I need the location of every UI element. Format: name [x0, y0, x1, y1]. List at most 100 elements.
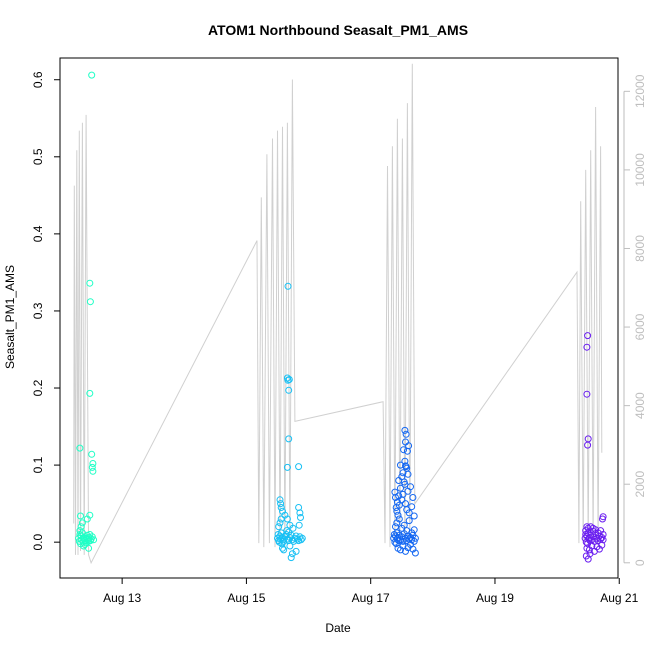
secondary-y-tick-label: 10000 — [633, 153, 647, 187]
data-point — [86, 511, 94, 519]
data-point — [295, 463, 303, 471]
data-point — [399, 490, 407, 498]
data-point — [88, 71, 96, 79]
plot-frame — [59, 57, 619, 579]
data-point — [286, 542, 294, 550]
data-point — [402, 430, 410, 438]
chart-title: ATOM1 Northbound Seasalt_PM1_AMS — [208, 22, 468, 38]
data-point — [77, 512, 84, 520]
data-point — [288, 550, 296, 558]
data-point — [410, 512, 418, 520]
data-point — [393, 507, 401, 515]
secondary-y-tick-label: 4000 — [633, 392, 647, 419]
data-point — [90, 536, 98, 544]
data-point — [599, 531, 607, 538]
data-point — [88, 463, 96, 471]
data-point — [411, 549, 419, 557]
data-point — [86, 279, 94, 287]
altitude-profile — [73, 63, 603, 565]
y-tick-label: 0.1 — [31, 456, 45, 473]
data-point — [400, 446, 408, 454]
data-point — [395, 515, 403, 523]
data-point — [283, 463, 291, 471]
data-point — [297, 536, 305, 544]
data-point — [78, 519, 86, 527]
data-point — [398, 473, 406, 481]
secondary-y-tick-label: 0 — [633, 559, 647, 566]
data-point — [584, 332, 592, 340]
data-point — [280, 546, 288, 554]
y-tick-label: 0.5 — [31, 148, 45, 165]
data-point — [391, 488, 399, 496]
data-point — [77, 523, 85, 531]
data-point — [86, 298, 94, 306]
y-tick-label: 0.6 — [31, 71, 45, 88]
secondary-y-tick-label: 12000 — [633, 74, 647, 108]
data-point — [279, 544, 286, 552]
data-point — [397, 484, 404, 492]
altitude-line — [73, 63, 603, 565]
data-point — [297, 514, 304, 521]
secondary-y-tick-label: 2000 — [633, 471, 647, 498]
data-point — [589, 524, 597, 532]
data-point — [86, 389, 94, 397]
data-point — [599, 513, 607, 521]
data-point — [295, 521, 303, 529]
data-point — [405, 509, 413, 517]
data-point — [76, 444, 84, 452]
data-point — [586, 550, 594, 558]
data-point — [401, 426, 409, 434]
secondary-y-tick-label: 6000 — [633, 313, 647, 340]
data-point — [76, 527, 84, 535]
x-tick-label: Aug 13 — [103, 591, 141, 605]
data-point — [285, 376, 293, 383]
y-tick-label: 0.0 — [31, 533, 45, 550]
data-point — [276, 519, 284, 527]
y-tick-label: 0.4 — [31, 225, 45, 242]
data-point — [583, 390, 591, 398]
data-point — [408, 503, 416, 511]
data-point — [285, 435, 293, 443]
data-point — [284, 282, 292, 290]
secondary-y-tick-label: 8000 — [633, 235, 647, 262]
data-point — [283, 527, 291, 535]
data-point — [409, 494, 417, 501]
data-point — [410, 526, 418, 534]
data-point — [284, 376, 292, 384]
data-point — [285, 528, 293, 536]
data-point — [584, 435, 592, 443]
data-point — [280, 537, 288, 545]
x-tick-label: Aug 17 — [352, 591, 390, 605]
data-point — [81, 541, 89, 548]
data-point — [285, 386, 293, 394]
y-axis-label: Seasalt_PM1_AMS — [3, 265, 17, 369]
data-point — [598, 541, 606, 549]
y-tick-label: 0.2 — [31, 379, 45, 396]
data-points — [75, 71, 607, 563]
x-tick-label: Aug 19 — [476, 591, 514, 605]
x-tick-label: Aug 15 — [227, 591, 265, 605]
data-point — [276, 496, 284, 504]
y-axis: 0.0 0.1 0.2 0.3 0.4 0.5 0.6 — [31, 71, 60, 551]
data-point — [277, 500, 285, 508]
data-point — [283, 515, 291, 523]
data-point — [85, 544, 93, 552]
x-axis: Aug 13 Aug 15 Aug 17 Aug 19 Aug 21 — [103, 578, 639, 605]
data-point — [279, 507, 286, 515]
data-point — [394, 511, 402, 519]
data-point — [401, 480, 409, 488]
data-point — [286, 521, 294, 529]
data-point — [392, 523, 399, 531]
data-point — [298, 534, 306, 542]
data-point — [88, 450, 96, 458]
data-point — [402, 463, 410, 471]
data-point — [399, 469, 407, 477]
data-point — [89, 460, 97, 467]
data-point — [405, 517, 413, 525]
data-point — [89, 467, 97, 475]
data-point — [411, 534, 419, 542]
x-tick-label: Aug 21 — [600, 591, 638, 605]
data-point — [583, 523, 591, 531]
